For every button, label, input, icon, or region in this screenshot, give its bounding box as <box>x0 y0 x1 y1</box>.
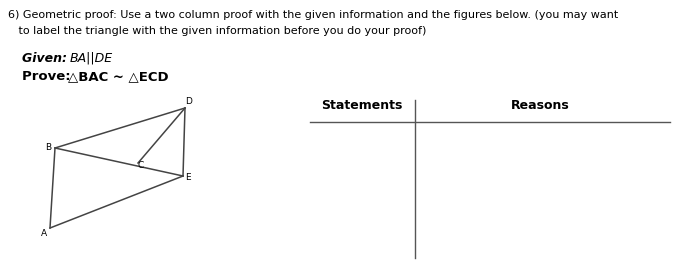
Text: Given:: Given: <box>22 52 71 65</box>
Text: E: E <box>185 174 191 182</box>
Text: Statements: Statements <box>321 99 403 112</box>
Text: BA||DE: BA||DE <box>70 52 113 65</box>
Text: A: A <box>41 228 47 238</box>
Text: Reasons: Reasons <box>511 99 570 112</box>
Text: 6) Geometric proof: Use a two column proof with the given information and the fi: 6) Geometric proof: Use a two column pro… <box>8 10 618 20</box>
Text: Prove:: Prove: <box>22 70 75 83</box>
Text: C: C <box>138 162 144 170</box>
Text: to label the triangle with the given information before you do your proof): to label the triangle with the given inf… <box>8 26 426 36</box>
Text: D: D <box>186 98 193 106</box>
Text: B: B <box>45 144 51 152</box>
Text: △BAC ~ △ECD: △BAC ~ △ECD <box>68 70 169 83</box>
